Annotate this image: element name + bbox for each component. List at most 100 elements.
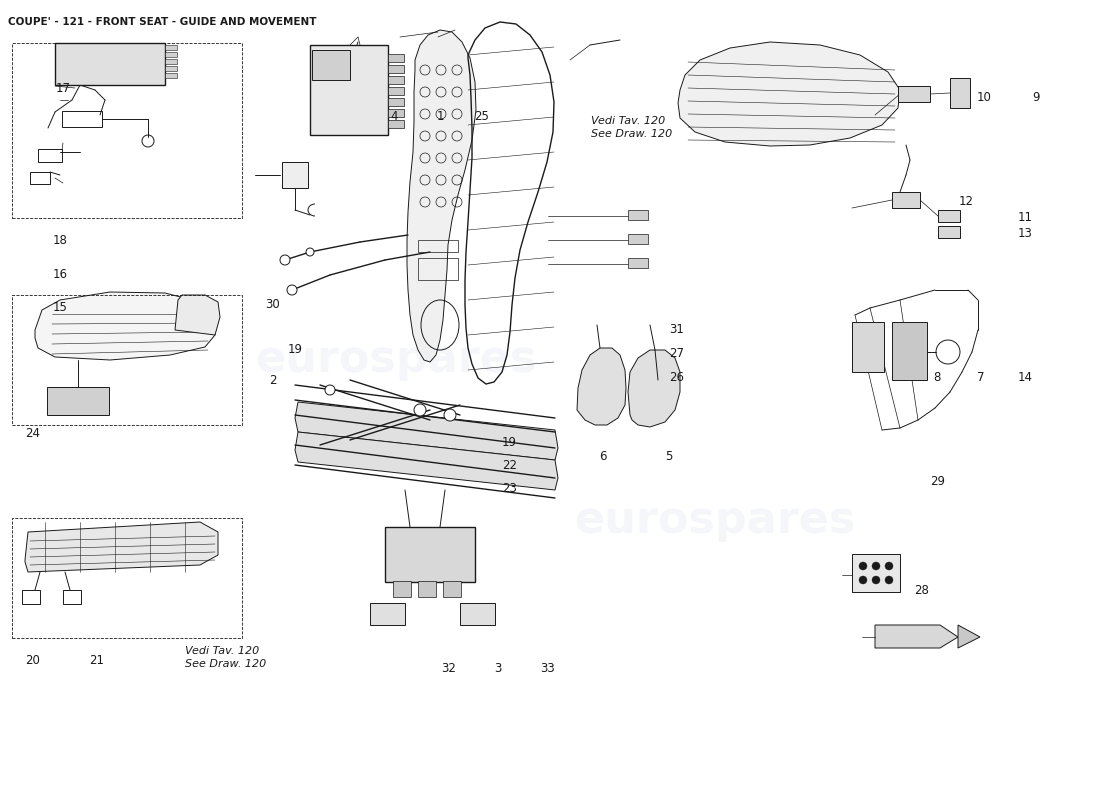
Bar [950,78,970,108]
Bar [165,59,177,64]
Text: 21: 21 [89,654,104,666]
Polygon shape [678,42,900,146]
Text: 3: 3 [495,662,502,674]
Polygon shape [578,348,626,425]
Text: 17: 17 [55,82,70,94]
Bar [938,226,960,238]
Text: 25: 25 [474,110,490,122]
Circle shape [886,576,893,584]
Bar [898,86,929,102]
Text: 15: 15 [53,301,68,314]
Bar [443,581,461,597]
Bar [165,52,177,57]
Bar [460,603,495,625]
Bar [892,322,927,380]
Text: 8: 8 [934,371,940,384]
Bar [63,590,81,604]
Text: 10: 10 [977,91,992,104]
Bar [165,73,177,78]
Text: 16: 16 [53,268,68,281]
Text: 6: 6 [600,450,606,462]
Bar [12,43,242,218]
Polygon shape [874,625,958,648]
Polygon shape [958,625,980,648]
Polygon shape [295,432,558,490]
Text: Vedi Tav. 120
See Draw. 120: Vedi Tav. 120 See Draw. 120 [591,116,672,139]
Bar [39,149,62,162]
Polygon shape [407,30,476,362]
Circle shape [859,562,867,570]
Bar [892,192,920,208]
Polygon shape [295,402,558,460]
Bar [418,258,458,280]
Bar [388,54,404,62]
Circle shape [872,562,880,570]
Circle shape [306,248,313,256]
Bar [628,210,648,220]
Polygon shape [35,292,214,360]
Text: eurospares: eurospares [255,338,537,382]
Text: 30: 30 [265,298,280,310]
Text: 23: 23 [502,482,517,494]
Text: 19: 19 [502,436,517,449]
Circle shape [287,285,297,295]
Bar [388,76,404,84]
Text: 27: 27 [669,347,684,360]
Text: 28: 28 [914,584,929,597]
Text: 14: 14 [1018,371,1033,384]
Text: 2: 2 [270,374,276,386]
Text: 11: 11 [1018,211,1033,224]
Circle shape [444,409,456,421]
Text: 19: 19 [287,343,303,356]
Bar [62,111,102,127]
Bar [282,162,308,188]
Bar [388,65,404,73]
Circle shape [872,576,880,584]
Bar [12,295,242,425]
Text: 7: 7 [978,371,984,384]
Bar [388,120,404,128]
Text: 32: 32 [441,662,456,674]
Text: 18: 18 [53,234,68,246]
Text: 29: 29 [930,475,945,488]
Text: 4: 4 [390,110,397,122]
Bar [165,45,177,50]
Text: 1: 1 [437,110,443,122]
Bar [30,172,50,184]
Bar [938,210,960,222]
Bar [852,322,884,372]
Text: 24: 24 [25,427,41,440]
Bar [628,234,648,244]
Text: Vedi Tav. 120
See Draw. 120: Vedi Tav. 120 See Draw. 120 [185,646,266,669]
Bar [852,554,900,592]
Bar [12,518,242,638]
Polygon shape [25,522,218,572]
Text: 31: 31 [669,323,684,336]
Polygon shape [175,295,220,335]
Text: 33: 33 [540,662,556,674]
Bar [388,98,404,106]
Text: 20: 20 [25,654,41,666]
Bar [418,240,458,252]
Bar [393,581,411,597]
Text: 12: 12 [958,195,974,208]
Bar [22,590,40,604]
Text: 9: 9 [1033,91,1039,104]
Bar [370,603,405,625]
Bar [55,43,165,85]
Circle shape [414,404,426,416]
Bar [165,66,177,71]
Bar [385,527,475,582]
Bar [47,387,109,415]
Text: COUPE' - 121 - FRONT SEAT - GUIDE AND MOVEMENT: COUPE' - 121 - FRONT SEAT - GUIDE AND MO… [8,17,317,27]
Bar [628,258,648,268]
Bar [388,87,404,95]
Text: 5: 5 [666,450,672,462]
Polygon shape [628,350,680,427]
Text: 22: 22 [502,459,517,472]
Bar [388,109,404,117]
Text: eurospares: eurospares [574,498,856,542]
Bar [310,45,388,135]
Bar [418,581,436,597]
Circle shape [859,576,867,584]
